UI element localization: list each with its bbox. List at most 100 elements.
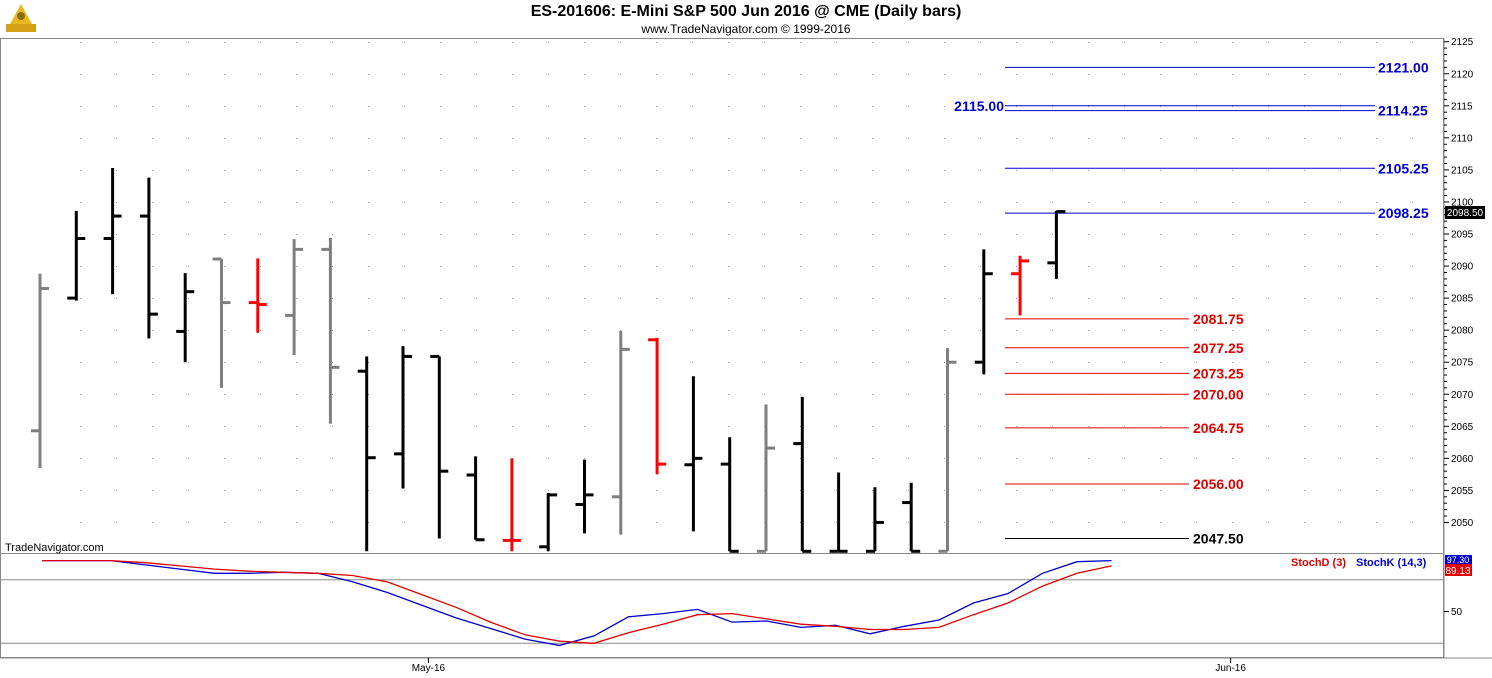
grid-dot <box>152 106 153 107</box>
grid-dot <box>512 138 513 139</box>
grid-dot <box>224 74 225 75</box>
grid-dot <box>260 330 261 331</box>
grid-dot <box>548 138 549 139</box>
ohlc-bar <box>502 458 521 552</box>
grid-dot <box>152 170 153 171</box>
grid-dot <box>296 298 297 299</box>
grid-dot <box>152 202 153 203</box>
ohlc-bar <box>212 257 231 388</box>
grid-dot <box>944 138 945 139</box>
grid-dot <box>872 522 873 523</box>
grid-dot <box>332 42 333 43</box>
grid-dot <box>692 266 693 267</box>
grid-dot <box>1232 394 1233 395</box>
grid-dot <box>872 394 873 395</box>
price-tick-label: 2115 <box>1451 101 1473 112</box>
price-tick-label: 2075 <box>1451 358 1474 369</box>
grid-dot <box>1196 458 1197 459</box>
grid-dot <box>1160 74 1161 75</box>
grid-dot <box>656 234 657 235</box>
grid-dot <box>152 42 153 43</box>
grid-dot <box>1052 202 1053 203</box>
grid-dot <box>548 74 549 75</box>
grid-dot <box>188 42 189 43</box>
grid-dot <box>1376 42 1377 43</box>
grid-dot <box>80 426 81 427</box>
grid-dot <box>80 362 81 363</box>
price-panel <box>0 38 1444 554</box>
grid-dot <box>80 330 81 331</box>
grid-dot <box>908 74 909 75</box>
grid-dot <box>584 74 585 75</box>
grid-dot <box>548 170 549 171</box>
grid-dot <box>1412 458 1413 459</box>
grid-dot <box>980 74 981 75</box>
grid-dot <box>188 426 189 427</box>
grid-dot <box>512 202 513 203</box>
ohlc-bar <box>720 437 739 553</box>
grid-dot <box>944 202 945 203</box>
grid-dot <box>1088 266 1089 267</box>
grid-dot <box>80 490 81 491</box>
grid-dot <box>476 234 477 235</box>
grid-dot <box>944 362 945 363</box>
grid-dot <box>1016 74 1017 75</box>
grid-dot <box>944 234 945 235</box>
grid-dot <box>188 138 189 139</box>
grid-dot <box>1196 138 1197 139</box>
grid-dot <box>152 522 153 523</box>
grid-dot <box>368 426 369 427</box>
grid-dot <box>620 202 621 203</box>
grid-dot <box>188 330 189 331</box>
grid-dot <box>620 266 621 267</box>
grid-dot <box>224 138 225 139</box>
grid-dot <box>656 522 657 523</box>
grid-dot <box>980 490 981 491</box>
grid-dot <box>116 202 117 203</box>
grid-dot <box>80 74 81 75</box>
grid-dot <box>1268 266 1269 267</box>
last-price-label: 2098.50 <box>1447 208 1484 219</box>
grid-dot <box>764 42 765 43</box>
ohlc-bar <box>684 376 703 532</box>
grid-dot <box>332 266 333 267</box>
grid-dot <box>1016 490 1017 491</box>
grid-dot <box>260 522 261 523</box>
grid-dot <box>836 426 837 427</box>
stoch-tick-label: 50 <box>1451 607 1463 618</box>
grid-dot <box>1052 330 1053 331</box>
grid-dot <box>1052 490 1053 491</box>
grid-dot <box>692 298 693 299</box>
grid-dot <box>512 266 513 267</box>
grid-dot <box>116 426 117 427</box>
grid-dot <box>620 170 621 171</box>
grid-dot <box>1304 330 1305 331</box>
grid-dot <box>1376 170 1377 171</box>
level-label: 2121.00 <box>1378 59 1429 75</box>
ohlc-bar <box>575 459 594 534</box>
grid-dot <box>368 202 369 203</box>
price-axis: 2050 2055 2060 2065 2070 2075 2080 2085 2090 2095… <box>1444 37 1474 529</box>
grid-dot <box>1376 202 1377 203</box>
grid-dot <box>1412 266 1413 267</box>
ohlc-bar <box>1047 210 1066 279</box>
grid-dot <box>1052 234 1053 235</box>
ohlc-bar <box>67 210 86 301</box>
grid-dot <box>1376 362 1377 363</box>
stoch-k-legend: StochK (14,3) <box>1356 557 1427 569</box>
grid-dot <box>728 170 729 171</box>
grid-dot <box>296 426 297 427</box>
grid-dot <box>368 106 369 107</box>
grid-dot <box>1016 266 1017 267</box>
grid-dot <box>1340 234 1341 235</box>
grid-dot <box>872 170 873 171</box>
grid-dot <box>656 74 657 75</box>
grid-dot <box>872 266 873 267</box>
grid-dot <box>1196 394 1197 395</box>
price-tick-label: 2050 <box>1451 518 1474 529</box>
grid-dot <box>1376 106 1377 107</box>
grid-dot <box>1340 138 1341 139</box>
grid-dot <box>476 74 477 75</box>
grid-dot <box>728 234 729 235</box>
grid-dot <box>728 266 729 267</box>
